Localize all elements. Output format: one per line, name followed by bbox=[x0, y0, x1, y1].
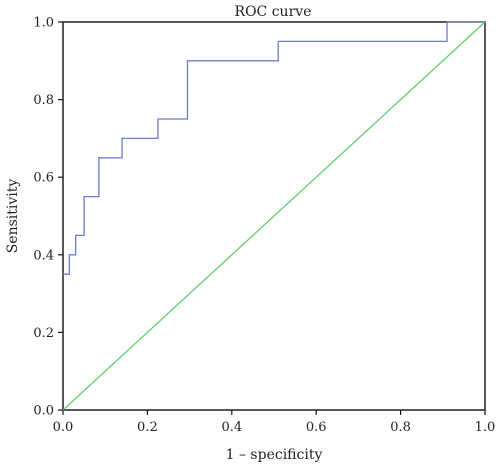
x-tick-label: 0.2 bbox=[137, 420, 158, 435]
roc-curve-line bbox=[63, 21, 485, 275]
x-tick-label: 0.0 bbox=[53, 420, 74, 435]
y-axis-label: Sensitivity bbox=[5, 179, 21, 254]
chart-title: ROC curve bbox=[235, 4, 312, 20]
y-tick-label: 0.8 bbox=[33, 93, 54, 108]
x-tick-label: 0.6 bbox=[306, 420, 327, 435]
y-tick-label: 0.6 bbox=[33, 171, 54, 186]
x-axis-ticks: 0.0 0.2 0.4 0.6 0.8 1.0 bbox=[53, 410, 496, 435]
y-tick-label: 1.0 bbox=[33, 16, 54, 31]
x-tick-label: 1.0 bbox=[475, 420, 496, 435]
y-tick-label: 0.4 bbox=[33, 248, 54, 263]
y-tick-label: 0.2 bbox=[33, 326, 54, 341]
y-axis-ticks: 0.0 0.2 0.4 0.6 0.8 1.0 bbox=[33, 16, 63, 419]
x-tick-label: 0.8 bbox=[390, 420, 411, 435]
x-tick-label: 0.4 bbox=[221, 420, 242, 435]
x-axis-label: 1 – specificity bbox=[226, 447, 323, 463]
series-layer bbox=[62, 21, 486, 411]
reference-diagonal-line bbox=[62, 21, 486, 411]
plot-frame bbox=[62, 21, 486, 411]
y-tick-label: 0.0 bbox=[33, 404, 54, 419]
